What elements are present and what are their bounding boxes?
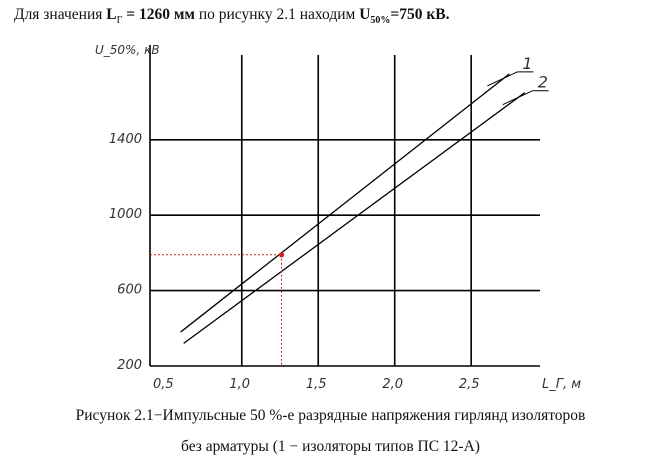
x-tick-label-4: 2,5 (459, 377, 480, 392)
header-u-symbol: U (359, 6, 371, 23)
header-prefix: Для значения (14, 6, 107, 23)
x-axis-label: L_Г, м (542, 377, 581, 392)
y-tick-label-2: 1000 (109, 207, 142, 222)
caption-line-1: Рисунок 2.1−Импульсные 50 %-е разрядные … (75, 407, 586, 424)
y-tick-label-0: 200 (117, 358, 142, 373)
x-tick-label-2: 1,5 (306, 377, 327, 392)
series-line-1 (180, 73, 510, 333)
x-tick-label-3: 2,0 (382, 377, 403, 392)
series-line-2 (183, 92, 526, 344)
header-u-sub: 50% (370, 15, 391, 27)
marker-point (278, 252, 285, 258)
header-result: =750 кВ. (390, 6, 450, 23)
caption-line-2: без арматуры (1 − изоляторы типов ПС 12-… (181, 438, 480, 455)
y-tick-label-1: 600 (117, 283, 142, 298)
header-after: по рисунку 2.1 находим (194, 6, 360, 23)
y-axis-label: U_50%, кВ (95, 43, 160, 57)
series-label-1: 1 (522, 54, 532, 73)
x-tick-label-0: 0,5 (153, 377, 174, 392)
x-tick-label-1: 1,0 (229, 377, 250, 392)
series-leader-2 (502, 90, 533, 106)
y-tick-label-3: 1400 (109, 132, 142, 147)
header-l-symbol: L (106, 6, 117, 23)
series-leader-1 (487, 71, 518, 87)
header-l-sub: Г (116, 15, 123, 27)
header-text: Для значения LГ = 1260 мм по рисунку 2.1… (14, 6, 654, 26)
series-label-2: 2 (538, 73, 548, 92)
chart: 0,5 1,0 1,5 2,0 2,5 200 600 1000 1400 U_50%, кВ L_… (95, 43, 581, 392)
header-length-value: = 1260 мм (122, 6, 195, 23)
